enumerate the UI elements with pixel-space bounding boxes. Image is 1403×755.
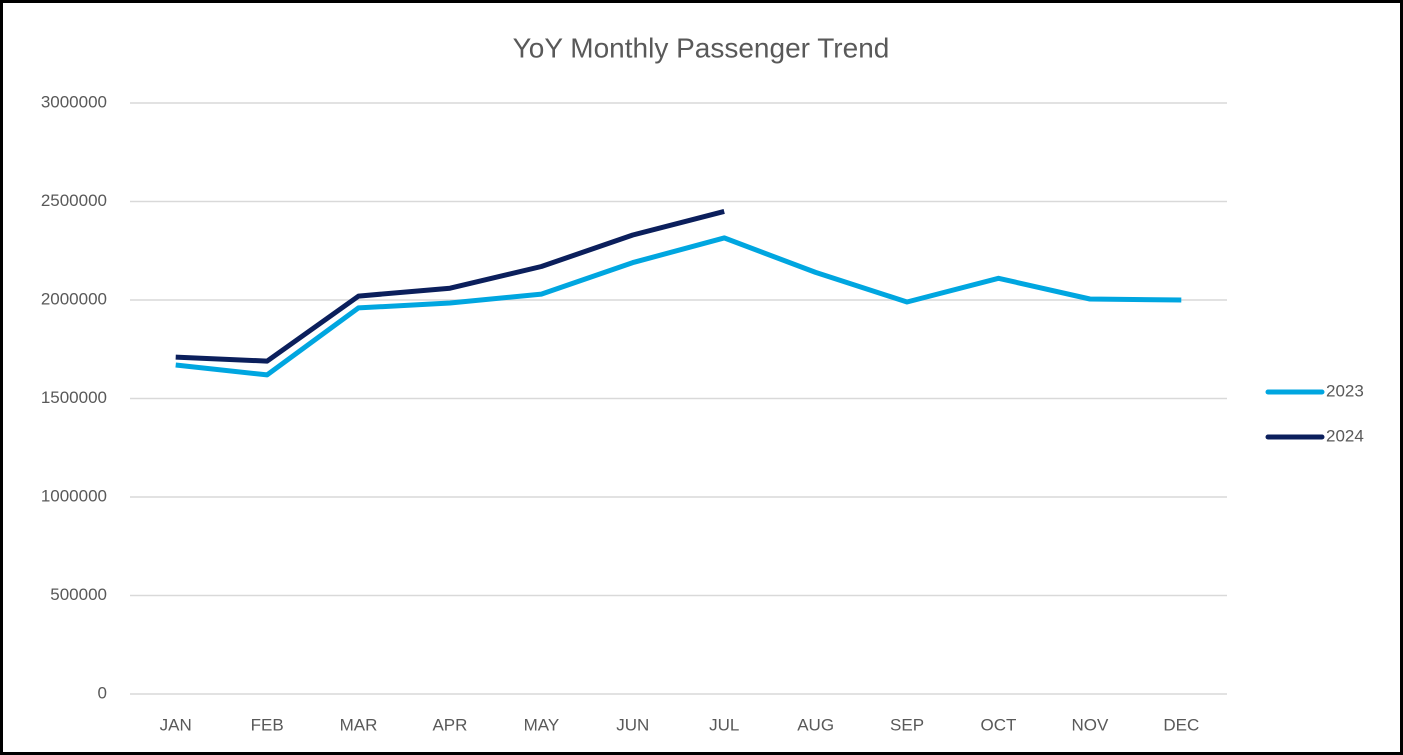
x-tick-label: FEB: [251, 715, 284, 734]
x-tick-label: SEP: [890, 715, 924, 734]
y-tick-label: 1500000: [41, 388, 107, 407]
y-tick-label: 1000000: [41, 486, 107, 505]
series-line: [175, 235, 1182, 378]
x-tick-label: OCT: [981, 715, 1017, 734]
x-tick-label: MAY: [524, 715, 560, 734]
x-tick-label: JUL: [709, 715, 739, 734]
y-tick-label: 2000000: [41, 289, 107, 308]
y-tick-label: 500000: [50, 585, 107, 604]
legend-label: 2023: [1326, 381, 1364, 400]
x-tick-label: NOV: [1071, 715, 1109, 734]
chart-title: YoY Monthly Passenger Trend: [513, 32, 890, 63]
y-tick-label: 0: [98, 683, 107, 702]
y-tick-label: 2500000: [41, 191, 107, 210]
series-line: [175, 208, 725, 364]
x-tick-label: JAN: [160, 715, 192, 734]
x-tick-label: MAR: [340, 715, 378, 734]
x-tick-label: JUN: [616, 715, 649, 734]
x-tick-label: APR: [432, 715, 467, 734]
y-tick-label: 3000000: [41, 92, 107, 111]
legend-label: 2024: [1326, 426, 1364, 445]
x-tick-label: AUG: [797, 715, 834, 734]
x-tick-label: DEC: [1163, 715, 1199, 734]
